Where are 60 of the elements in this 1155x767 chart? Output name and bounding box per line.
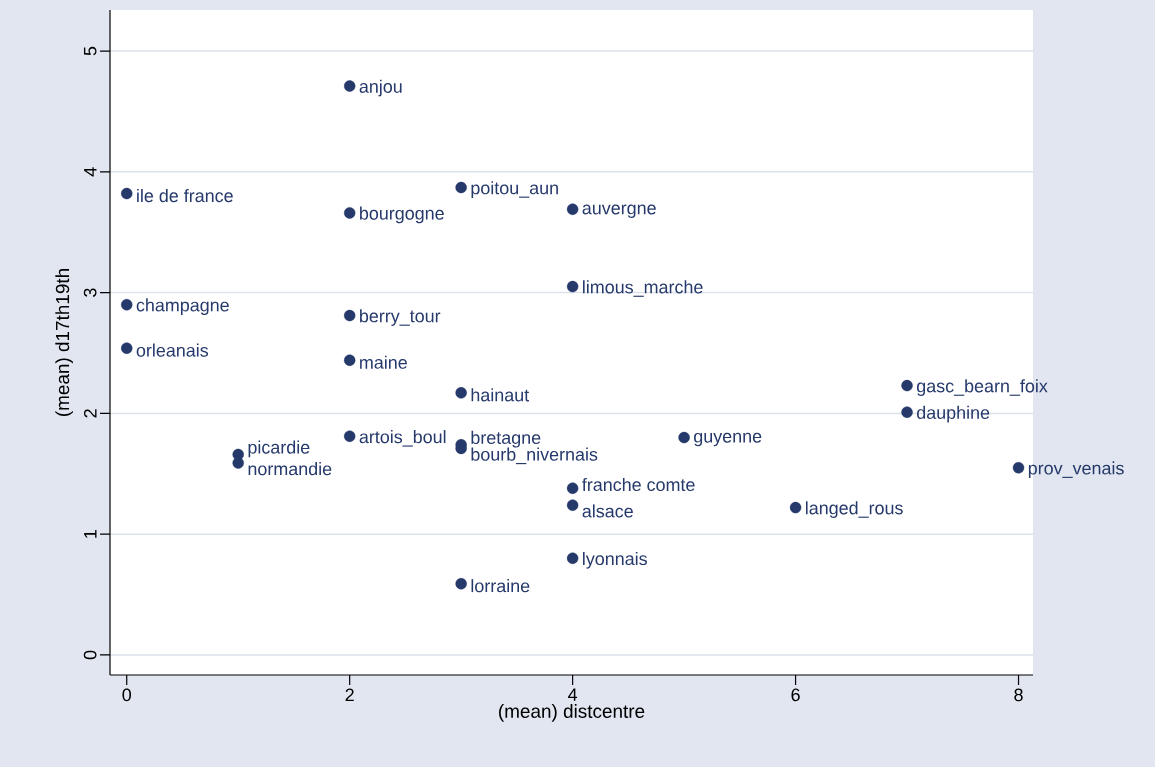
point	[789, 501, 802, 514]
annotation: hainaut	[471, 388, 530, 402]
point	[678, 431, 690, 444]
annotation: dauphine	[917, 405, 990, 423]
point	[343, 430, 356, 443]
point	[1012, 462, 1025, 474]
point	[901, 406, 913, 418]
point	[566, 203, 579, 215]
point	[232, 457, 244, 469]
x-tick-label: 4	[568, 688, 578, 701]
annotation: bourgogne	[360, 206, 444, 224]
y-tick-label: 5	[83, 46, 97, 56]
annotation: maine	[360, 355, 407, 369]
annotation: limous_marche	[583, 280, 703, 297]
y-tick-label: 0	[83, 650, 97, 660]
point	[343, 80, 356, 92]
point	[901, 379, 913, 392]
annotation: bretagne	[471, 430, 541, 448]
point	[343, 207, 356, 219]
point	[566, 280, 579, 293]
annotation: normandie	[248, 462, 332, 476]
annotation: champagne	[136, 298, 229, 316]
annotation: lorraine	[471, 579, 530, 593]
x-tick-label: 8	[1014, 688, 1023, 702]
x-tick-label: 2	[345, 688, 354, 702]
point	[455, 577, 467, 590]
point	[566, 499, 579, 511]
annotation: guyenne	[694, 432, 762, 447]
annotation: picardie	[248, 440, 310, 458]
annotation: bourb_nivernais	[471, 447, 598, 465]
x-tick-label: 6	[791, 688, 800, 702]
y-tick-label: 2	[83, 409, 97, 418]
x-axis-title: (mean) distcentre	[499, 704, 645, 722]
point	[566, 482, 579, 494]
point	[455, 181, 467, 194]
annotation: anjou	[359, 79, 402, 97]
point	[455, 387, 467, 399]
annotation: artois_boul	[359, 430, 446, 447]
x-tick-label: 0	[122, 688, 132, 702]
point	[343, 309, 356, 322]
annotation: franche comte	[582, 477, 695, 492]
annotation: auvergne	[582, 204, 656, 218]
annotation: poitou_aun	[471, 181, 558, 198]
annotation: langed_rous	[805, 501, 903, 518]
annotation: ile de france	[137, 188, 233, 203]
y-axis-title: (mean) d17th19th	[55, 269, 73, 417]
annotation: alsace	[582, 504, 633, 518]
annotation: gasc_bearn_foix	[917, 379, 1048, 396]
annotation: orleanais	[136, 343, 209, 357]
point	[343, 354, 356, 366]
annotation: lyonnais	[583, 551, 647, 569]
annotation: berry_tour	[360, 309, 441, 326]
point	[121, 187, 133, 200]
y-tick-label: 4	[84, 167, 97, 177]
y-tick-label: 1	[84, 530, 97, 538]
y-tick-label: 3	[83, 288, 97, 297]
point	[121, 342, 133, 354]
point	[566, 552, 579, 565]
point	[121, 298, 133, 311]
annotation: prov_venais	[1028, 461, 1124, 479]
